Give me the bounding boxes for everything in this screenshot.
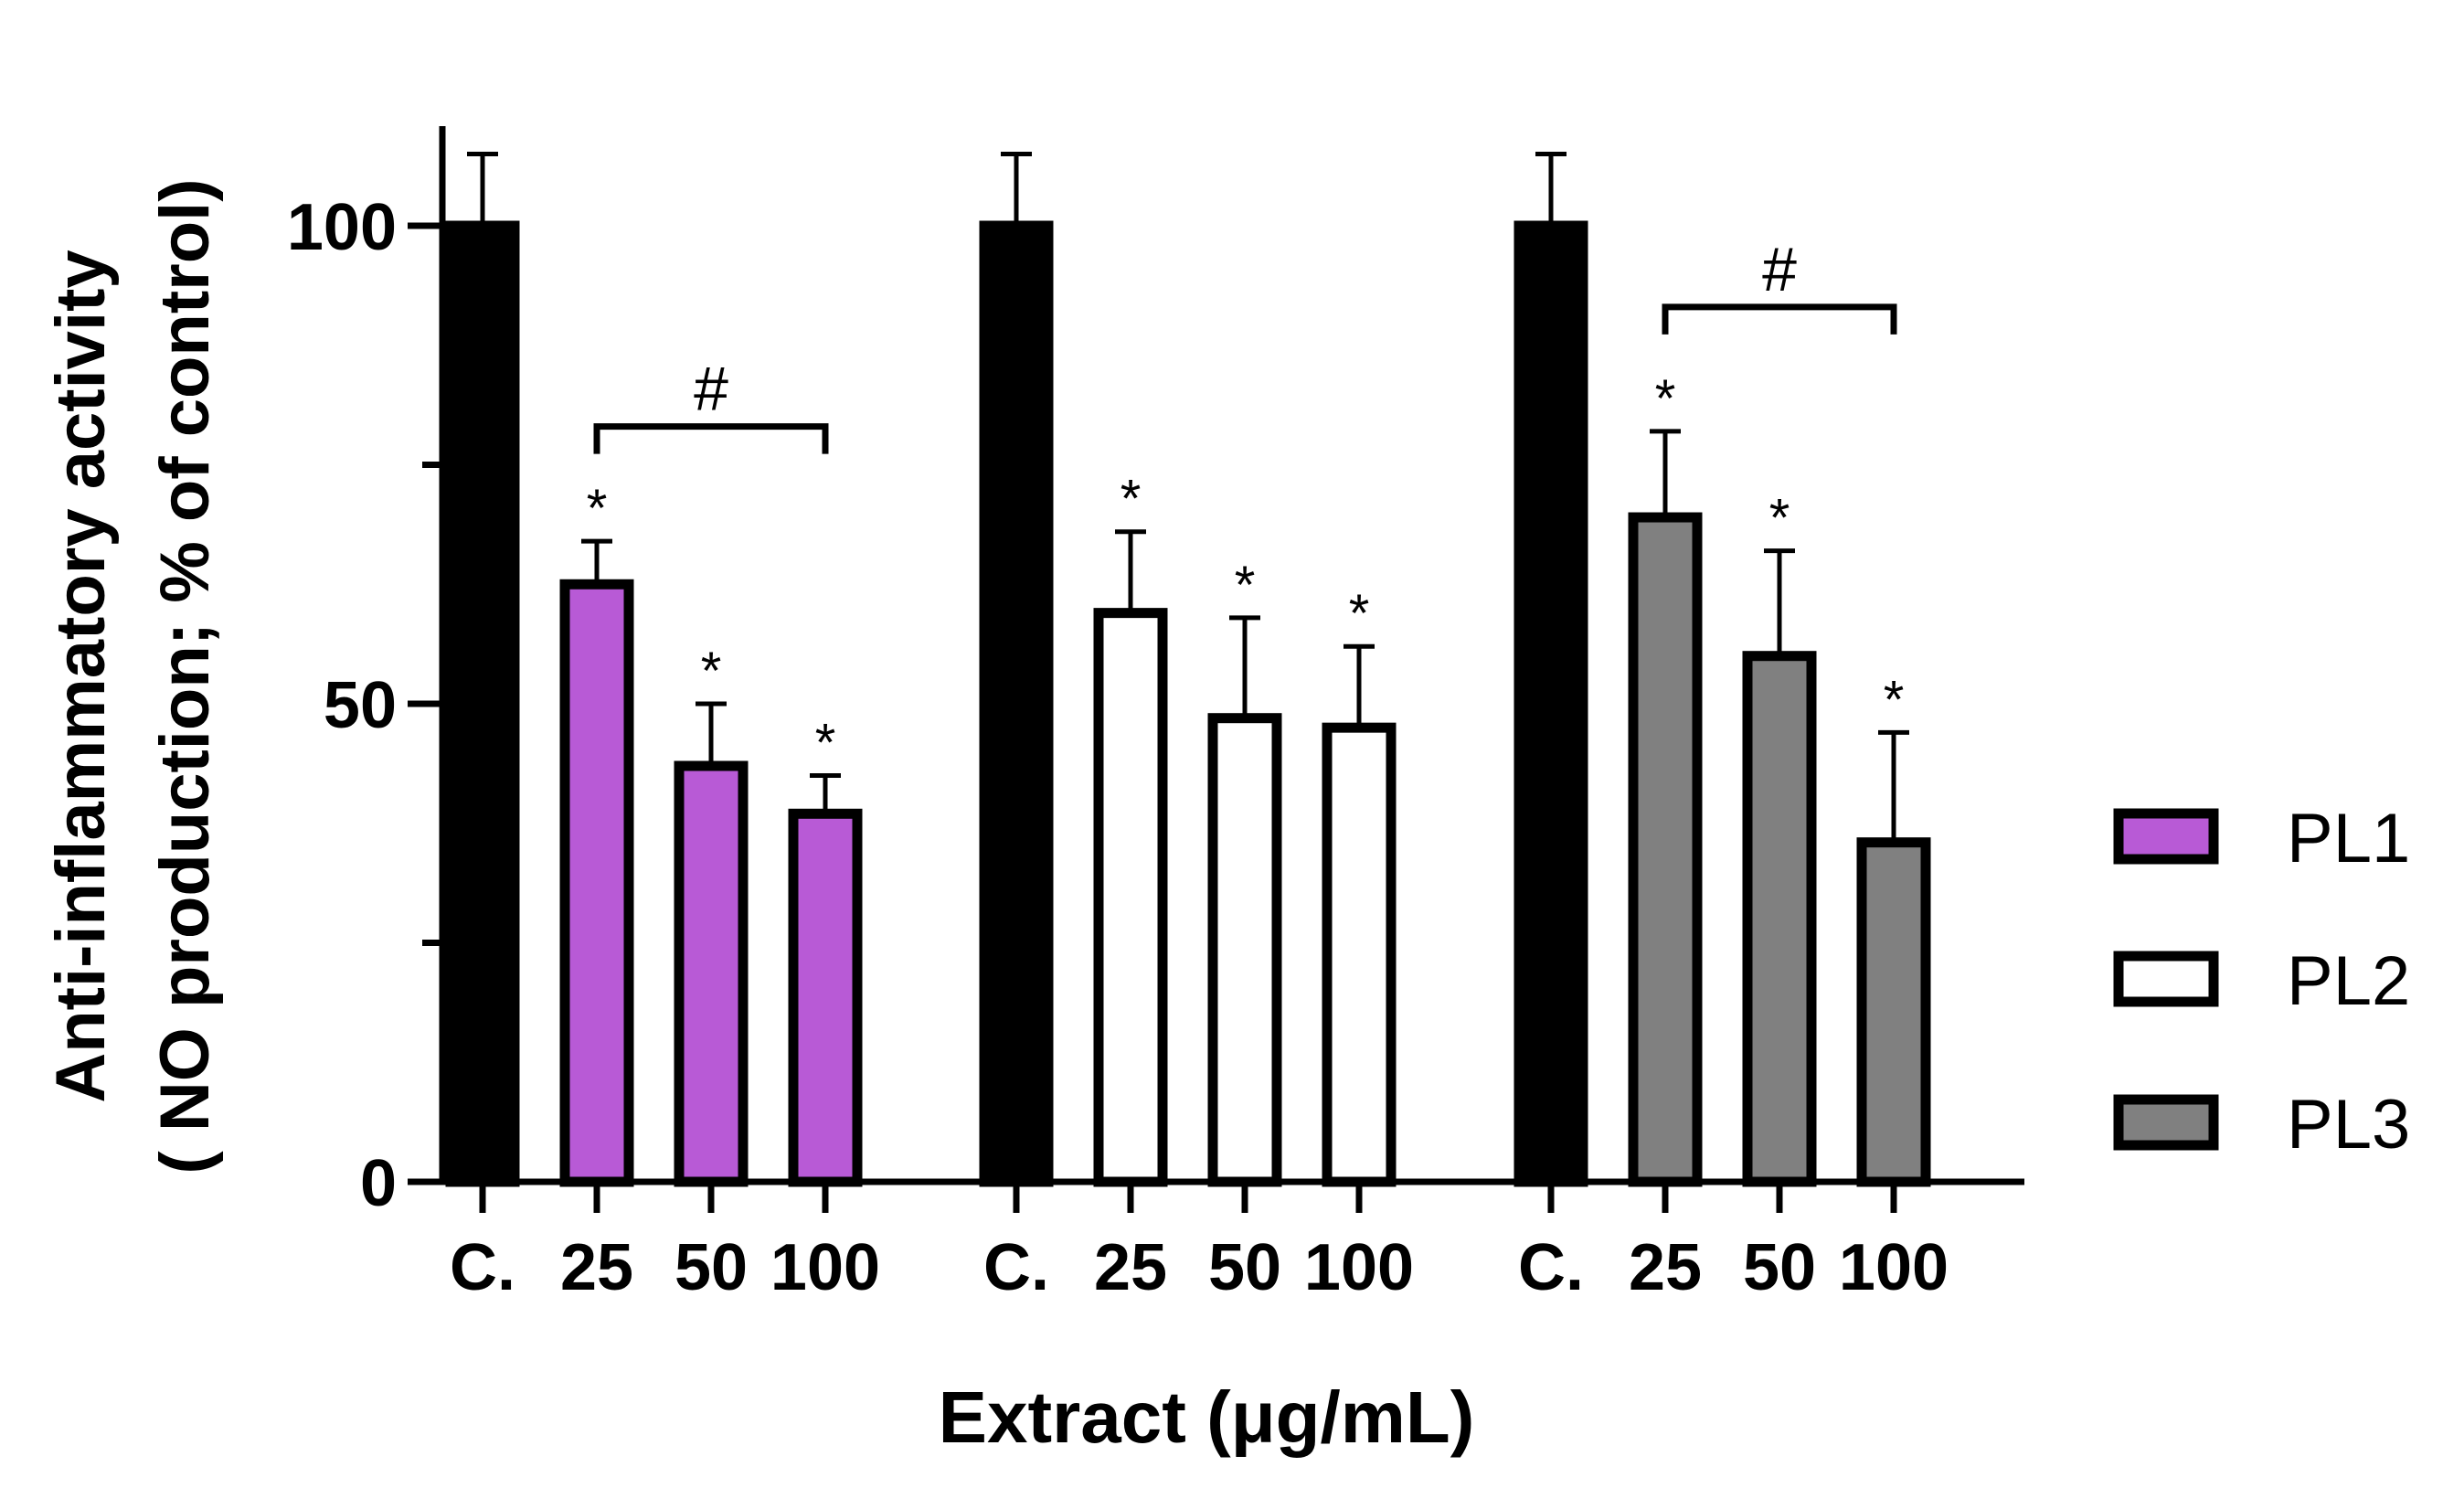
bar-pl3-50	[1742, 651, 1817, 1187]
significance-star: *	[1655, 369, 1676, 429]
x-tick-label: 25	[1629, 1231, 1702, 1304]
x-tick-label: 50	[1743, 1231, 1816, 1304]
significance-star: *	[815, 713, 836, 772]
x-tick-label: 50	[674, 1231, 748, 1304]
y-axis-title-line2: ( NO production; % of control)	[146, 178, 224, 1174]
y-tick-label: 0	[360, 1147, 397, 1220]
legend-label: PL1	[2287, 800, 2410, 877]
significance-star: *	[587, 479, 608, 538]
y-tick-label: 100	[287, 191, 397, 264]
bar-pl1-25	[559, 579, 634, 1187]
bar-pl2-50	[1207, 713, 1282, 1187]
significance-star: *	[1235, 556, 1256, 615]
significance-bracket	[593, 423, 829, 454]
bar-pl2-25	[1093, 608, 1168, 1187]
bars: C. 25 * 50 * 100 * # C. 25 * 50 * 100 * C. 25 * 50 * 100 * #	[445, 152, 1949, 1304]
bracket-label: #	[694, 355, 728, 424]
x-tick-label: C.	[450, 1231, 515, 1304]
x-tick-label: 25	[560, 1231, 633, 1304]
x-tick-label: C.	[1518, 1231, 1584, 1304]
legend: PL1 PL2 PL3	[2113, 800, 2410, 1164]
legend-label: PL3	[2287, 1086, 2410, 1164]
bar-pl1-100	[788, 808, 863, 1187]
significance-star: *	[1120, 470, 1142, 529]
y-ticks: 0 50 100	[287, 191, 442, 1220]
significance-star: *	[1769, 489, 1790, 548]
x-axis-title: Extract (μg/mL)	[939, 1376, 1475, 1458]
bar-pl2-100	[1322, 722, 1397, 1187]
legend-swatch	[2113, 808, 2219, 865]
bar-pl1-Cc	[445, 220, 520, 1187]
bar-pl3-25	[1628, 512, 1703, 1187]
bar-pl2-Cc	[979, 220, 1054, 1187]
bar-pl3-Cc	[1513, 220, 1588, 1187]
significance-star: *	[1884, 670, 1905, 729]
bar-pl3-100	[1856, 837, 1931, 1187]
significance-star: *	[701, 642, 722, 701]
legend-swatch	[2113, 951, 2219, 1007]
bar-group-pl1: C. 25 * 50 * 100 * #	[445, 152, 880, 1304]
y-axis-title-line1: Anti-inflammatory activity	[42, 250, 120, 1102]
bar-pl1-50	[674, 760, 749, 1187]
bracket-label: #	[1762, 235, 1797, 304]
x-tick-label: 25	[1094, 1231, 1167, 1304]
legend-item-pl3: PL3	[2113, 1086, 2410, 1164]
y-tick-label: 50	[324, 669, 397, 742]
legend-swatch	[2113, 1094, 2219, 1151]
significance-bracket	[1662, 303, 1897, 335]
x-tick-label: 100	[770, 1231, 880, 1304]
significance-star: *	[1349, 584, 1370, 643]
x-tick-label: 100	[1304, 1231, 1414, 1304]
x-tick-label: 100	[1839, 1231, 1949, 1304]
bar-group-pl3: C. 25 * 50 * 100 * #	[1513, 152, 1949, 1304]
x-tick-label: 50	[1208, 1231, 1281, 1304]
legend-item-pl1: PL1	[2113, 800, 2410, 877]
bar-group-pl2: C. 25 * 50 * 100 *	[979, 152, 1414, 1304]
x-tick-label: C.	[983, 1231, 1049, 1304]
legend-label: PL2	[2287, 942, 2410, 1020]
legend-item-pl2: PL2	[2113, 942, 2410, 1020]
